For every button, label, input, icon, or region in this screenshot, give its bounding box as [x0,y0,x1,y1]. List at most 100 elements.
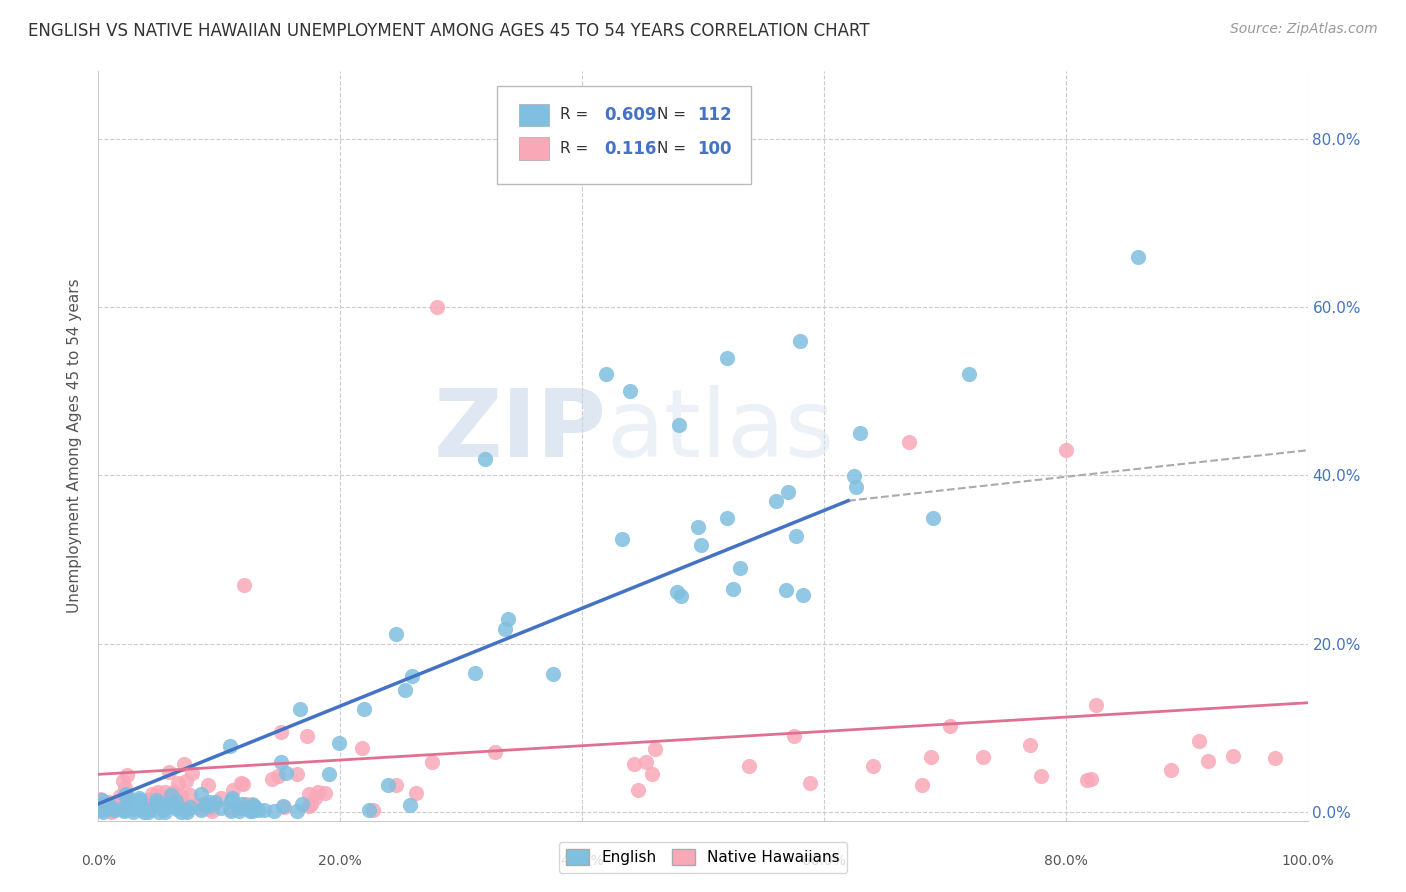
Point [209,800,232,814]
Point [229,776,252,790]
Point [775,582,797,597]
Point [190,787,212,801]
Point [128,798,150,813]
Point [644,741,666,756]
Point [129,802,152,816]
Point [243,799,266,814]
Point [148,805,170,819]
Point [219,804,242,818]
Point [198,802,221,816]
Point [114,787,136,801]
Point [271,798,294,813]
Point [231,801,253,815]
Point [221,791,243,805]
Point [270,755,292,769]
Point [112,799,135,814]
Text: N =: N = [657,141,690,156]
Point [136,805,159,819]
Point [274,765,297,780]
Point [153,785,176,799]
Point [91,805,114,819]
Point [394,682,416,697]
Point [90,792,112,806]
Point [595,368,617,382]
Point [377,778,399,792]
Point [170,805,193,819]
Point [247,803,270,817]
Text: 100: 100 [697,139,731,158]
Point [385,626,408,640]
Text: R =: R = [561,107,593,122]
Point [689,538,711,552]
Point [920,750,942,764]
FancyBboxPatch shape [519,103,550,126]
Point [1085,698,1108,712]
Point [186,797,208,812]
Point [112,805,135,819]
Point [173,803,195,817]
Point [114,788,136,802]
Point [785,529,807,543]
Point [359,803,381,817]
Point [112,803,135,817]
Point [641,767,664,781]
Point [782,729,804,743]
Point [897,434,920,449]
Point [1076,773,1098,788]
Point [307,785,329,799]
Point [385,778,408,792]
Point [298,797,321,811]
Point [165,794,187,808]
Point [1031,768,1053,782]
Point [219,802,242,816]
Point [188,798,211,813]
Point [242,797,264,812]
Text: 0.0%: 0.0% [82,855,115,868]
Point [353,702,375,716]
Point [939,719,962,733]
Point [849,426,872,441]
Text: 80.0%: 80.0% [1043,855,1088,868]
Point [101,801,124,815]
Point [142,797,165,811]
Point [845,480,868,494]
Point [100,805,122,819]
Point [352,741,374,756]
Point [314,786,336,800]
Point [285,804,308,818]
Point [112,803,135,817]
Point [253,803,276,817]
Point [121,800,143,814]
Point [494,623,516,637]
Point [1222,749,1244,764]
Point [623,757,645,772]
Point [190,803,212,817]
Point [498,612,520,626]
Point [90,797,112,812]
Point [1018,738,1040,752]
Point [716,510,738,524]
Text: 40.0%: 40.0% [560,855,605,868]
Point [114,781,136,796]
Point [121,802,143,816]
Point [285,766,308,780]
Point [619,384,641,399]
Point [93,802,115,816]
Point [162,785,184,799]
Point [273,800,295,814]
Point [145,793,167,807]
Point [174,773,197,788]
Point [235,797,257,812]
Point [165,799,187,814]
Point [972,750,994,764]
Legend: English, Native Hawaiians: English, Native Hawaiians [558,842,848,873]
Point [103,803,125,817]
Point [219,794,242,808]
Point [101,805,124,819]
Point [842,468,865,483]
Point [190,801,212,815]
Point [112,773,135,788]
Point [776,484,799,499]
Point [405,786,427,800]
Point [627,783,650,797]
